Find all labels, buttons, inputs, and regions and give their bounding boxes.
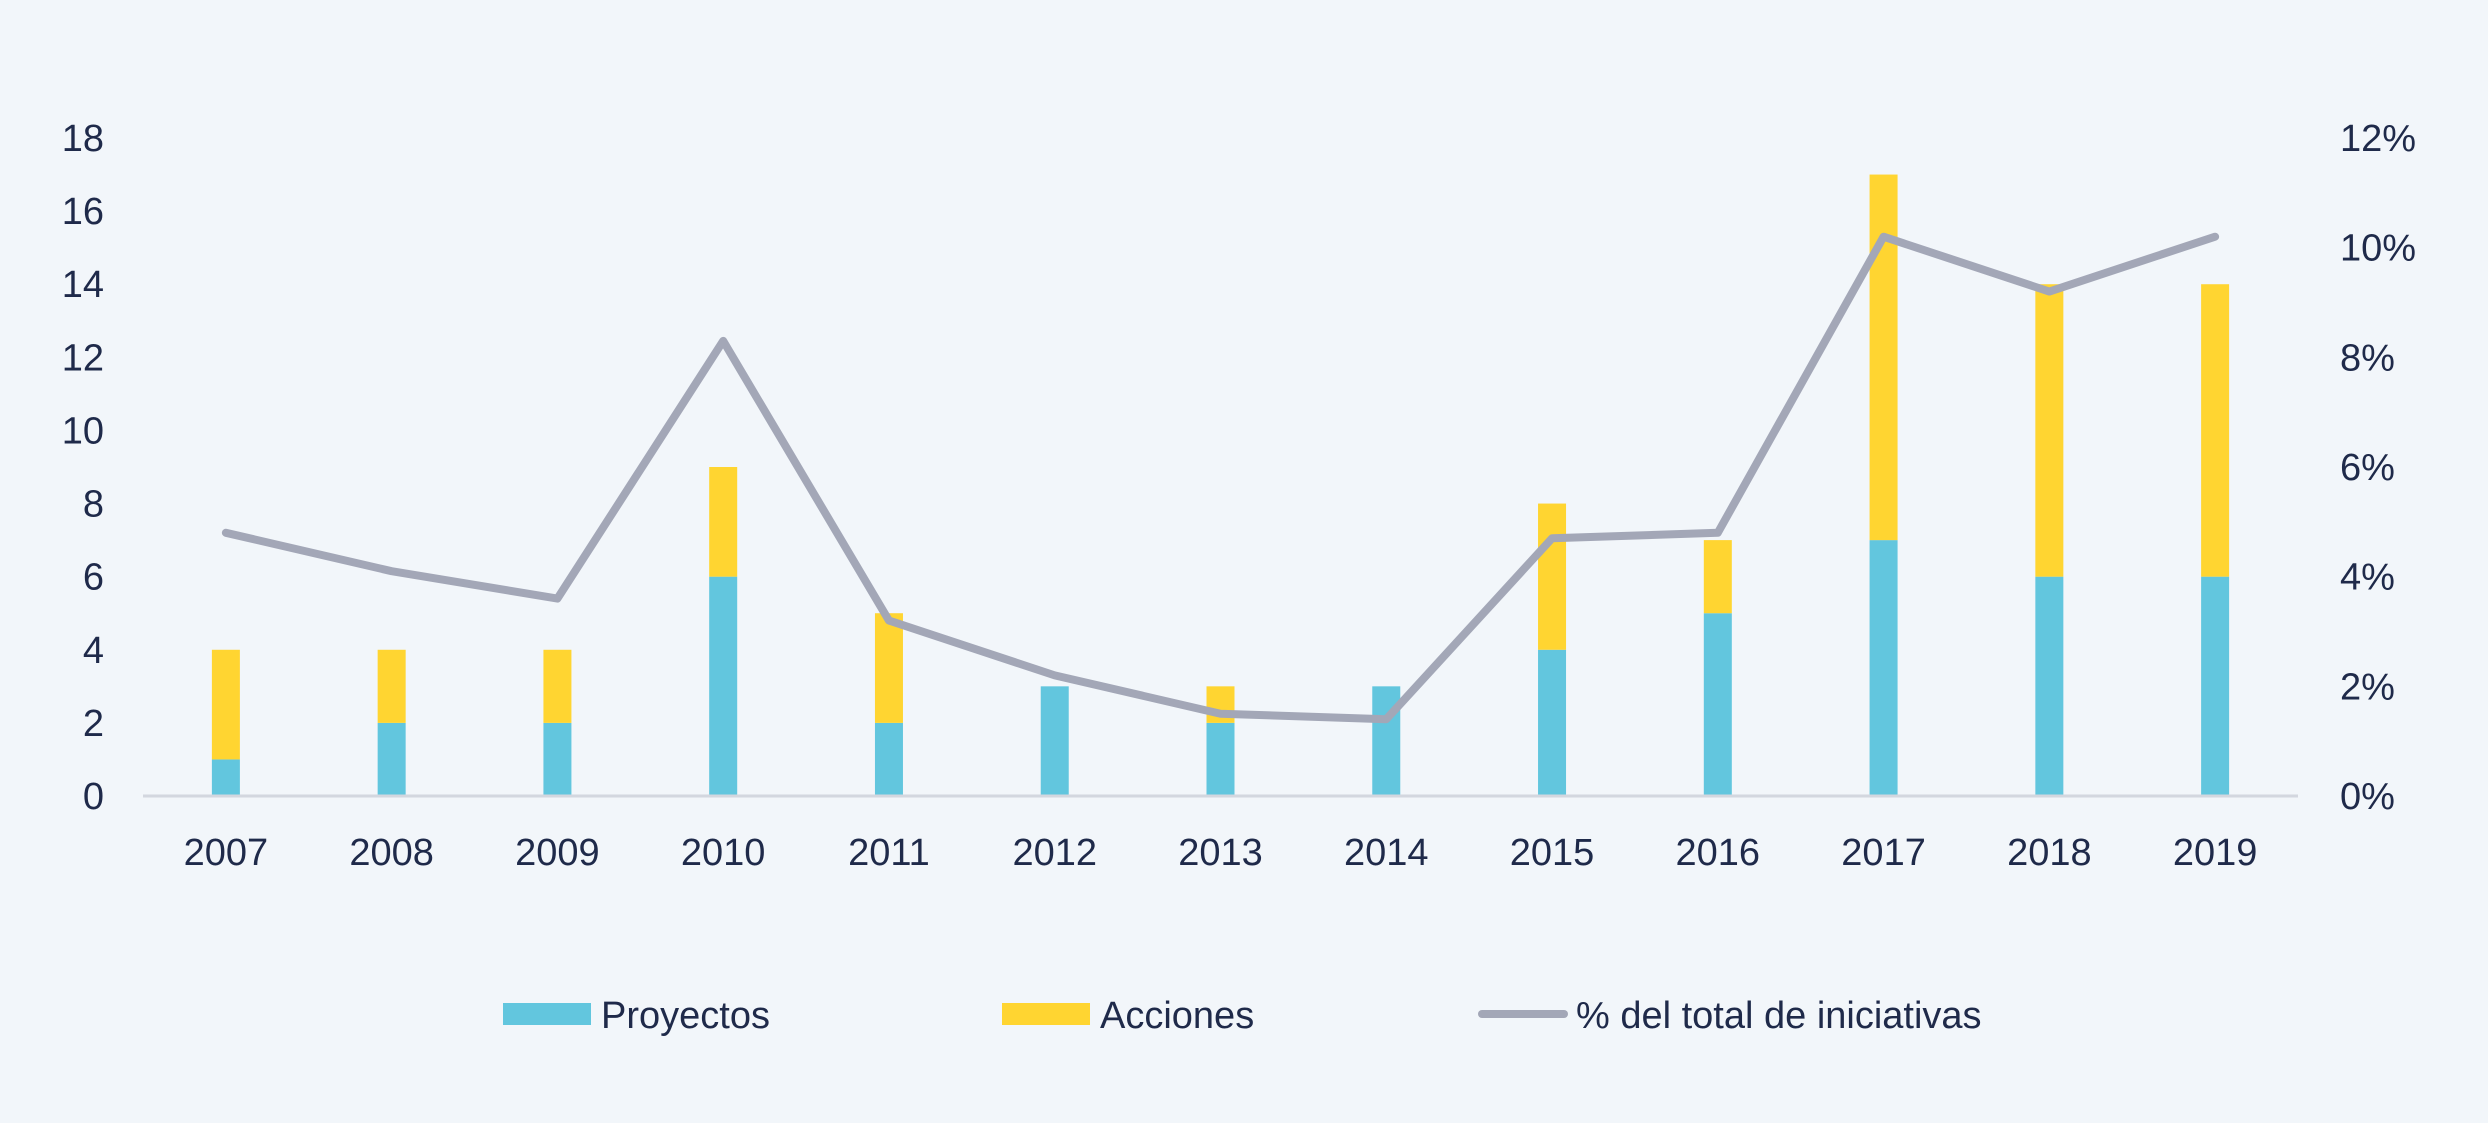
x-tick-label: 2017 [1841, 832, 1926, 874]
x-tick-label: 2014 [1344, 832, 1429, 874]
bar-proyectos-2010 [709, 576, 738, 796]
y-right-tick-label: 4% [2340, 557, 2395, 599]
y-left-tick-label: 6 [83, 557, 104, 599]
x-tick-label: 2015 [1510, 832, 1595, 874]
bar-proyectos-2012 [1040, 686, 1069, 796]
x-tick-label: 2018 [2007, 832, 2092, 874]
bar-proyectos-2017 [1869, 540, 1898, 796]
x-tick-label: 2013 [1178, 832, 1263, 874]
bar-acciones-2011 [874, 613, 903, 723]
y-left-tick-label: 12 [62, 337, 104, 379]
bar-proyectos-2013 [1206, 722, 1235, 796]
bar-acciones-2017 [1869, 174, 1898, 541]
bar-proyectos-2011 [874, 722, 903, 796]
bar-acciones-2007 [211, 649, 240, 760]
bar-proyectos-2007 [211, 759, 240, 796]
bar-acciones-2009 [543, 649, 572, 723]
x-tick-label: 2019 [2173, 832, 2258, 874]
bar-acciones-2019 [2201, 284, 2230, 577]
x-tick-label: 2007 [184, 832, 269, 874]
y-left-tick-label: 2 [83, 703, 104, 745]
bar-proyectos-2019 [2201, 576, 2230, 796]
x-tick-label: 2016 [1676, 832, 1761, 874]
bar-acciones-2008 [377, 649, 406, 723]
y-right-tick-label: 8% [2340, 337, 2395, 379]
y-left-tick-label: 8 [83, 484, 104, 526]
legend-label-proyectos: Proyectos [601, 995, 770, 1037]
y-right-tick-label: 6% [2340, 447, 2395, 489]
bars-layer [211, 174, 2230, 796]
x-tick-label: 2012 [1012, 832, 1097, 874]
y-left-tick-label: 0 [83, 776, 104, 818]
y-right-tick-label: 10% [2340, 228, 2416, 270]
y-right-tick-label: 2% [2340, 666, 2395, 708]
x-tick-label: 2011 [848, 832, 930, 874]
bar-acciones-2010 [709, 467, 738, 577]
legend: Proyectos Acciones % del total de iniciati… [503, 995, 1982, 1037]
y-left-tick-label: 18 [62, 118, 104, 160]
y-right-tick-label: 12% [2340, 118, 2416, 160]
axis-layer: 0 2 4 6 8 10 12 14 16 18 0% 2% 4% 6% 8% 10% 12% 2007 2008 2… [62, 118, 2416, 874]
y-right-tick-label: 0% [2340, 776, 2395, 818]
bar-proyectos-2018 [2035, 576, 2064, 796]
legend-swatch-acciones [1002, 1003, 1090, 1025]
line-series-percent [221, 232, 2220, 724]
bar-proyectos-2015 [1538, 649, 1567, 796]
x-tick-label: 2008 [349, 832, 434, 874]
bar-acciones-2018 [2035, 284, 2064, 577]
bar-proyectos-2009 [543, 722, 572, 796]
y-left-tick-label: 4 [83, 630, 104, 672]
bar-proyectos-2008 [377, 722, 406, 796]
bar-acciones-2015 [1538, 503, 1567, 650]
x-tick-label: 2009 [515, 832, 600, 874]
bar-proyectos-2016 [1703, 613, 1732, 796]
legend-label-del-total-de-iniciativas: % del total de iniciativas [1576, 995, 1982, 1037]
y-left-tick-label: 16 [62, 191, 104, 233]
legend-swatch-proyectos [503, 1003, 591, 1025]
line-layer [221, 232, 2220, 724]
legend-label-acciones: Acciones [1100, 995, 1254, 1037]
x-tick-label: 2010 [681, 832, 766, 874]
bar-acciones-2016 [1703, 540, 1732, 614]
y-left-tick-label: 14 [62, 264, 104, 306]
y-left-tick-label: 10 [62, 410, 104, 452]
